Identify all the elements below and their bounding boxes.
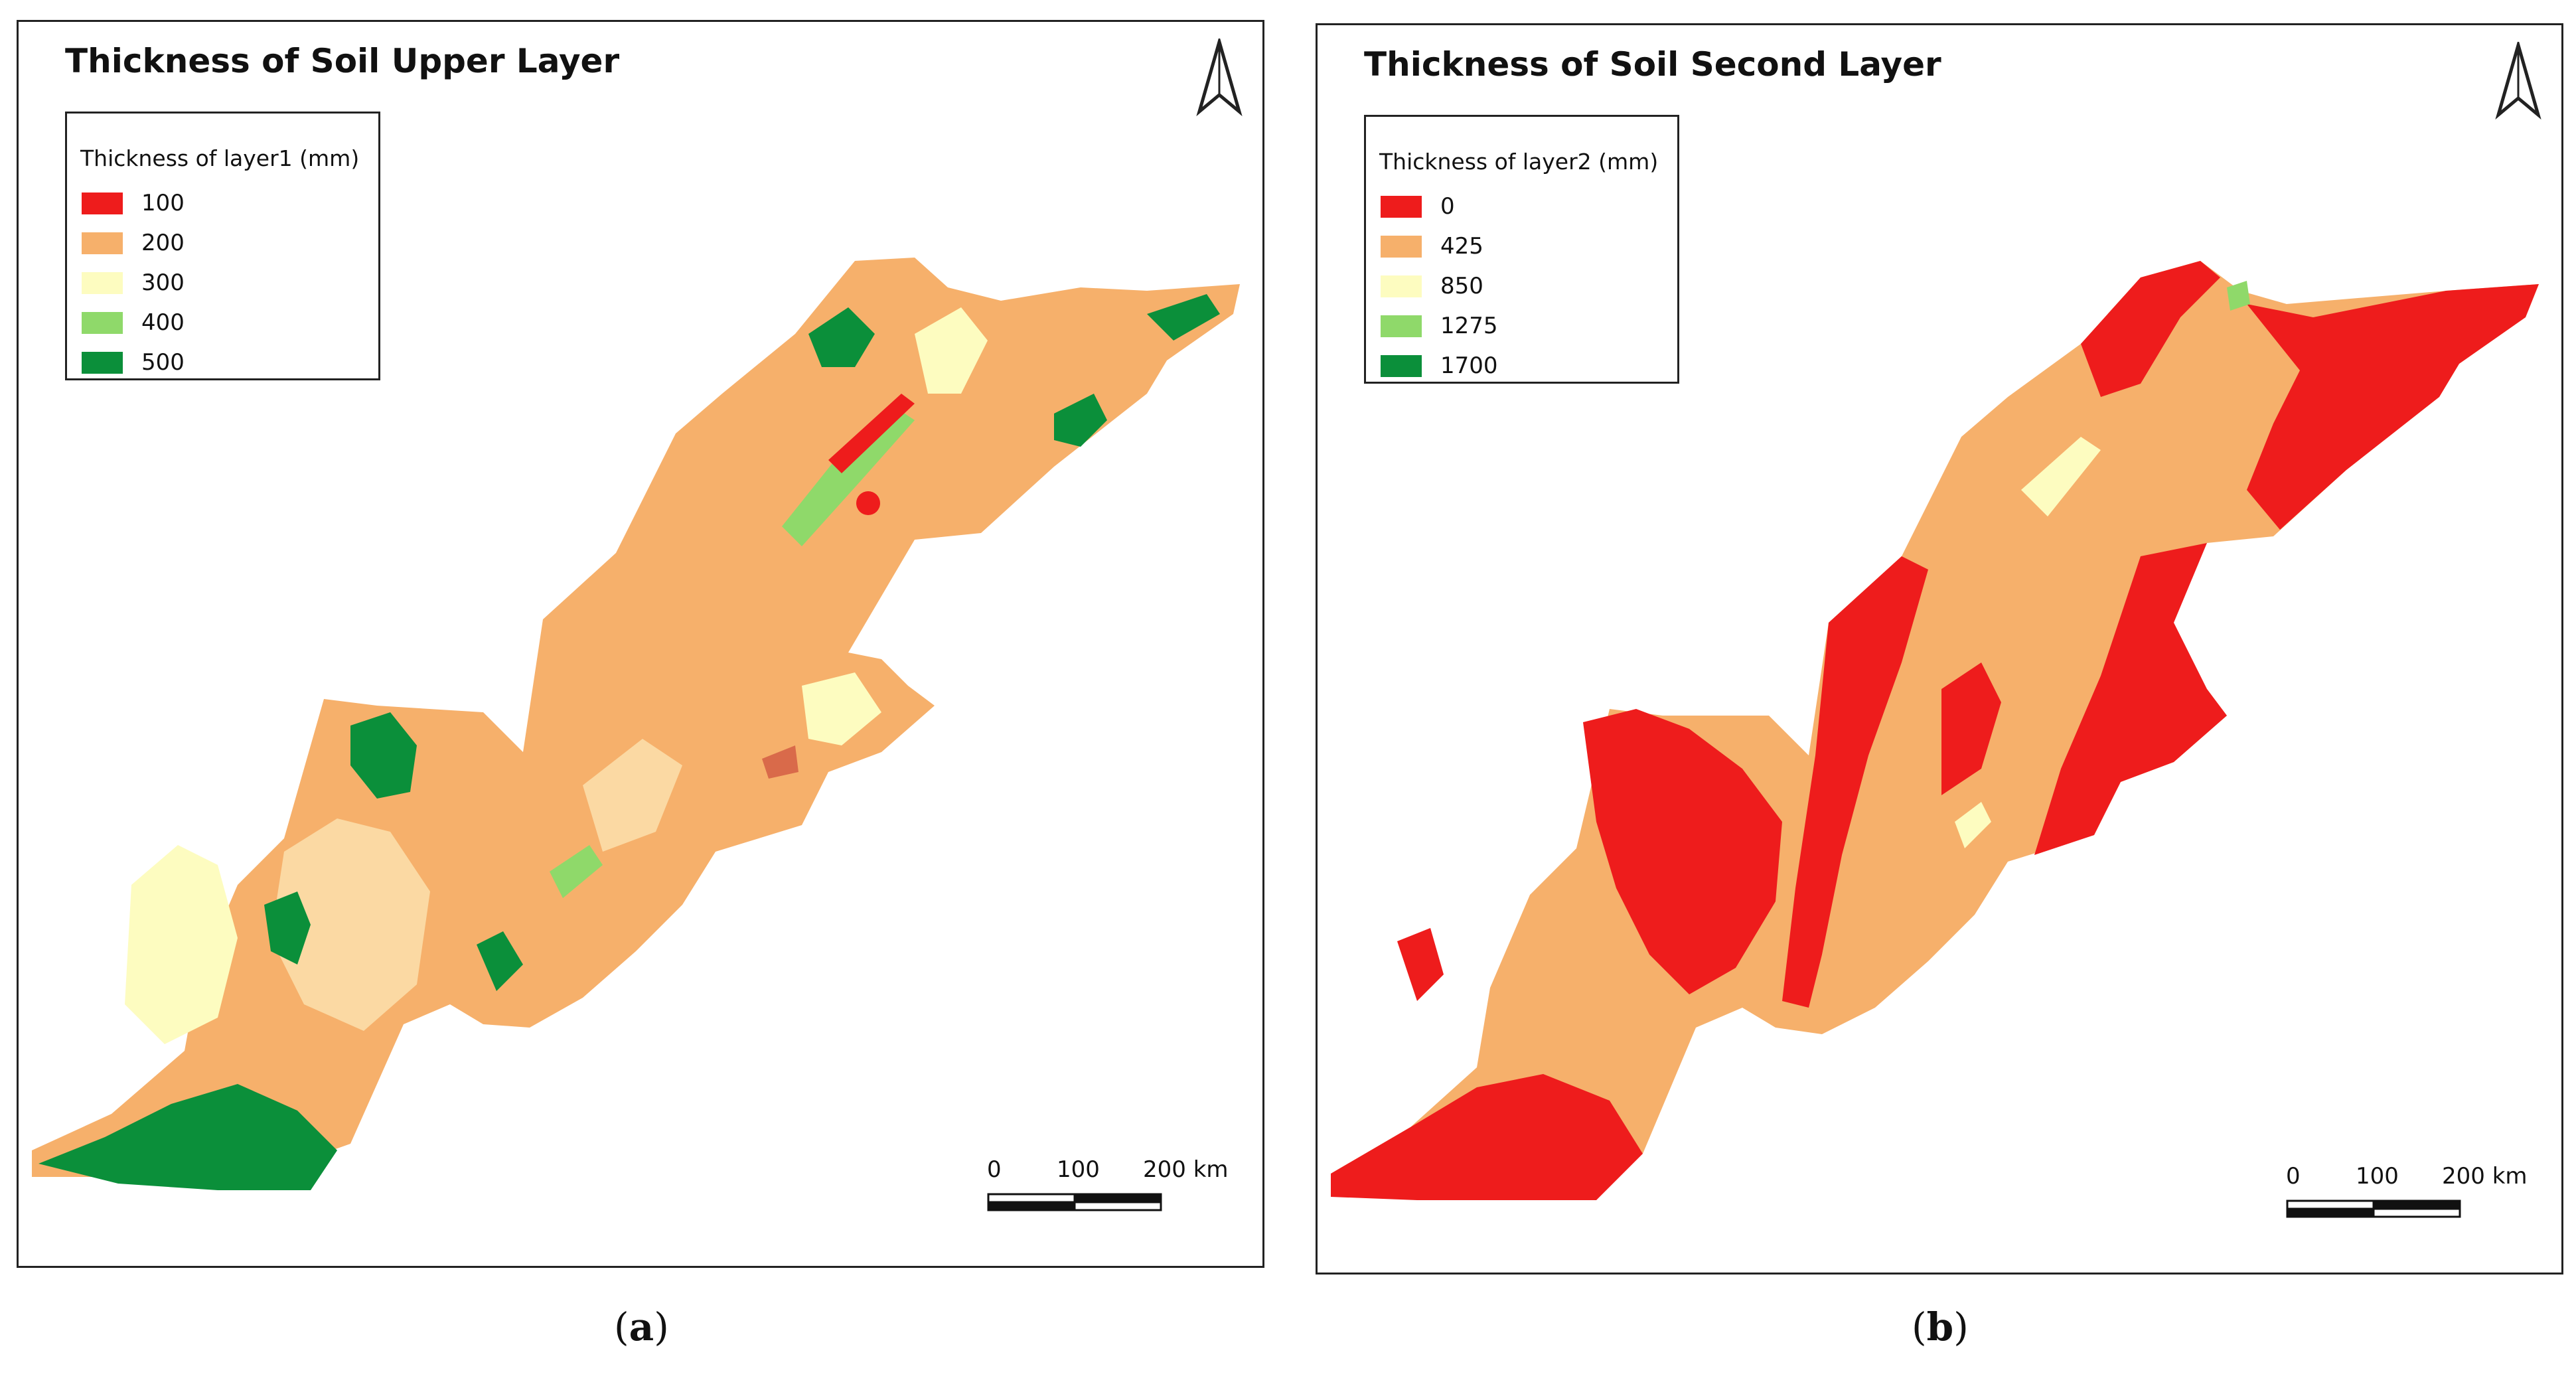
map-region: [477, 931, 523, 991]
scale-label: 200 km: [2442, 1163, 2528, 1190]
map-region: [2227, 281, 2250, 311]
legend-swatch: [1381, 275, 1422, 297]
map-region: [1583, 709, 1782, 994]
map-region: [125, 845, 238, 1044]
map-region: [264, 891, 311, 965]
legend-label: 400: [141, 309, 185, 336]
map-region: [271, 818, 430, 1031]
legend-swatch: [82, 271, 123, 294]
legend-swatch: [1381, 235, 1422, 258]
map-region: [1147, 294, 1220, 341]
legend-label: 1275: [1440, 313, 1498, 339]
map-region: [583, 739, 682, 852]
map-region: [1955, 802, 1991, 848]
map-region: [2034, 543, 2227, 855]
legend-item: 100: [82, 190, 185, 216]
map-region: [2021, 437, 2101, 516]
caption-a: (a): [614, 1304, 669, 1350]
legend-swatch: [1381, 315, 1422, 337]
map-title: Thickness of Soil Upper Layer: [65, 42, 620, 80]
legend-item: 850: [1381, 273, 1483, 299]
scale-bar-graphic: [987, 1193, 1162, 1211]
legend-swatch: [82, 311, 123, 334]
scale-label: 200 km: [1143, 1156, 1229, 1183]
legend-label: 100: [141, 190, 185, 216]
legend-label: 500: [141, 349, 185, 376]
legend-label: 850: [1440, 273, 1483, 299]
map-region: [38, 1084, 337, 1190]
map-region: [550, 845, 603, 898]
legend-item: 1700: [1381, 352, 1498, 379]
caption-letter: a: [629, 1304, 654, 1350]
map-panel-a: Thickness of Soil Upper Layer Thickness …: [17, 20, 1264, 1268]
map-region: [1397, 928, 1444, 1001]
map-region: [828, 394, 915, 473]
legend-item: 300: [82, 270, 185, 296]
legend: Thickness of layer2 (mm) 0 425 850 1275 …: [1364, 115, 1679, 384]
map-region: [2081, 261, 2220, 397]
legend-swatch: [82, 192, 123, 214]
legend-swatch: [82, 351, 123, 374]
map-region: [1331, 1074, 1643, 1200]
north-arrow-icon: [1196, 39, 1243, 117]
legend-item: 500: [82, 349, 185, 376]
scale-label: 0: [2286, 1163, 2301, 1190]
map-region: [915, 307, 988, 394]
legend-swatch: [82, 232, 123, 254]
scale-label: 0: [987, 1156, 1002, 1183]
soil-map-a: [32, 258, 1240, 1190]
map-panel-b: Thickness of Soil Second Layer Thickness…: [1316, 23, 2563, 1275]
map-region: [856, 491, 880, 515]
legend-label: 300: [141, 270, 185, 296]
map-title: Thickness of Soil Second Layer: [1364, 45, 1941, 84]
legend-label: 1700: [1440, 352, 1498, 379]
map-region: [1941, 662, 2001, 795]
legend-title: Thickness of layer1 (mm): [80, 145, 360, 171]
scale-bar: 0 100 200 km: [2286, 1163, 2528, 1236]
scale-label: 100: [1057, 1156, 1100, 1183]
legend-item: 0: [1381, 193, 1455, 220]
north-arrow-icon: [2495, 42, 2541, 120]
legend-label: 425: [1440, 233, 1483, 260]
scale-bar: 0 100 200 km: [987, 1156, 1229, 1229]
map-region: [350, 712, 417, 799]
map-region: [1331, 261, 2539, 1194]
map-region: [1782, 556, 1928, 1008]
legend-label: 0: [1440, 193, 1455, 220]
legend-swatch: [1381, 195, 1422, 218]
legend-item: 200: [82, 230, 185, 256]
caption-letter: b: [1926, 1304, 1954, 1350]
map-region: [32, 258, 1240, 1177]
legend-swatch: [1381, 354, 1422, 377]
map-region: [782, 407, 915, 546]
legend-item: 400: [82, 309, 185, 336]
caption-b: (b): [1912, 1304, 1969, 1350]
map-region: [762, 745, 798, 779]
map-region: [1054, 394, 1107, 447]
map-region: [808, 307, 875, 367]
legend-item: 1275: [1381, 313, 1498, 339]
legend-label: 200: [141, 230, 185, 256]
map-region: [2247, 284, 2539, 530]
map-region: [802, 672, 881, 745]
scale-bar-graphic: [2286, 1199, 2461, 1218]
scale-label: 100: [2356, 1163, 2399, 1190]
legend-title: Thickness of layer2 (mm): [1379, 149, 1659, 175]
soil-map-b: [1331, 261, 2539, 1200]
legend-item: 425: [1381, 233, 1483, 260]
legend: Thickness of layer1 (mm) 100 200 300 400…: [65, 112, 380, 380]
